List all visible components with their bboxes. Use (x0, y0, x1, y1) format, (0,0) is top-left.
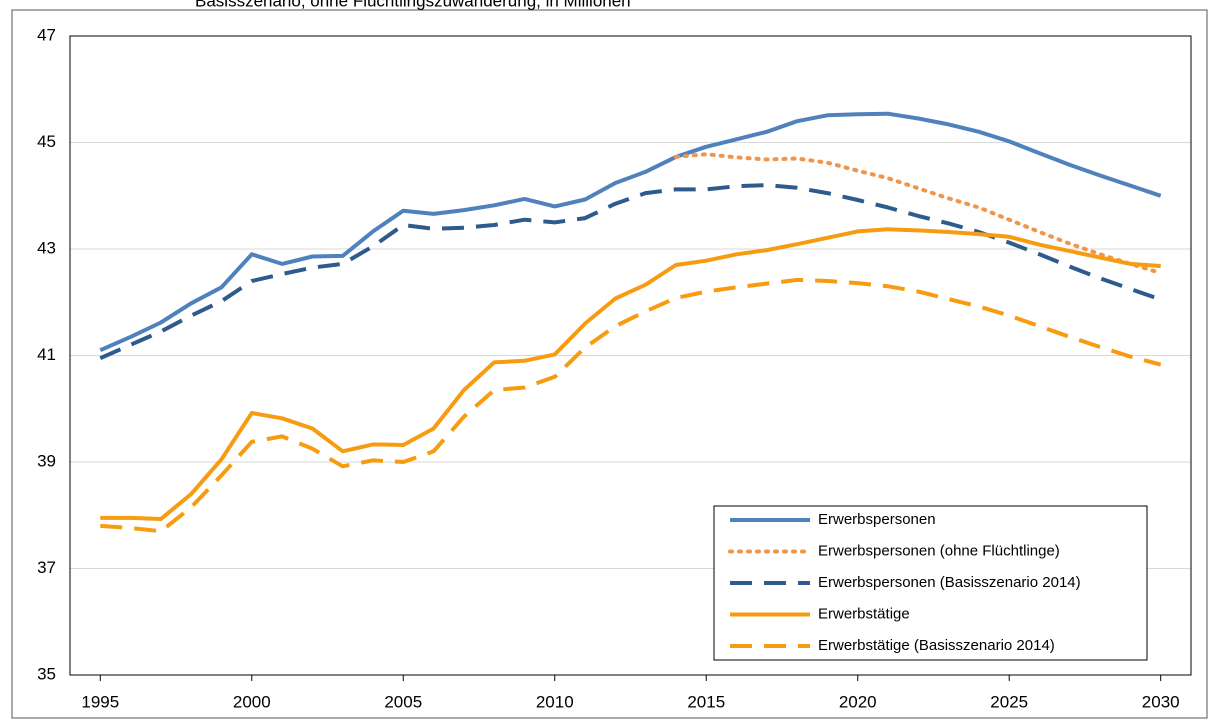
chart-subtitle: Basisszenario, ohne Flüchtlingszuwanderu… (195, 0, 631, 10)
y-tick-label: 41 (37, 345, 56, 364)
legend-box (713, 505, 1148, 661)
x-tick-label: 2015 (687, 692, 725, 711)
series-line (673, 152, 1163, 275)
legend-text: Erwerbspersonen (ohne Flüchtlinge) (818, 542, 1060, 559)
y-tick-label: 39 (37, 451, 56, 470)
chart-frame (11, 9, 1208, 719)
legend-text: Erwerbspersonen (Basisszenario 2014) (818, 574, 1081, 591)
legend-text: Erwerbstätige (Basisszenario 2014) (818, 637, 1055, 654)
y-tick-label: 43 (37, 238, 56, 257)
x-tick-label: 2010 (536, 692, 574, 711)
x-tick-label: 2020 (839, 692, 877, 711)
y-tick-label: 45 (37, 132, 56, 151)
legend-text: Erwerbstätige (818, 605, 910, 622)
x-tick-label: 2030 (1142, 692, 1180, 711)
x-tick-label: 1995 (81, 692, 119, 711)
x-tick-label: 2005 (384, 692, 422, 711)
series-line (100, 227, 1161, 521)
series-line (99, 183, 1162, 361)
plot-frame (69, 35, 1192, 676)
series-line (99, 111, 1162, 353)
y-tick-label: 35 (37, 664, 56, 683)
series-line (100, 277, 1162, 534)
legend-text: Erwerbspersonen (818, 511, 936, 528)
y-tick-label: 47 (37, 25, 56, 44)
x-tick-label: 2000 (233, 692, 271, 711)
y-tick-label: 37 (37, 558, 56, 577)
x-tick-label: 2025 (990, 692, 1028, 711)
